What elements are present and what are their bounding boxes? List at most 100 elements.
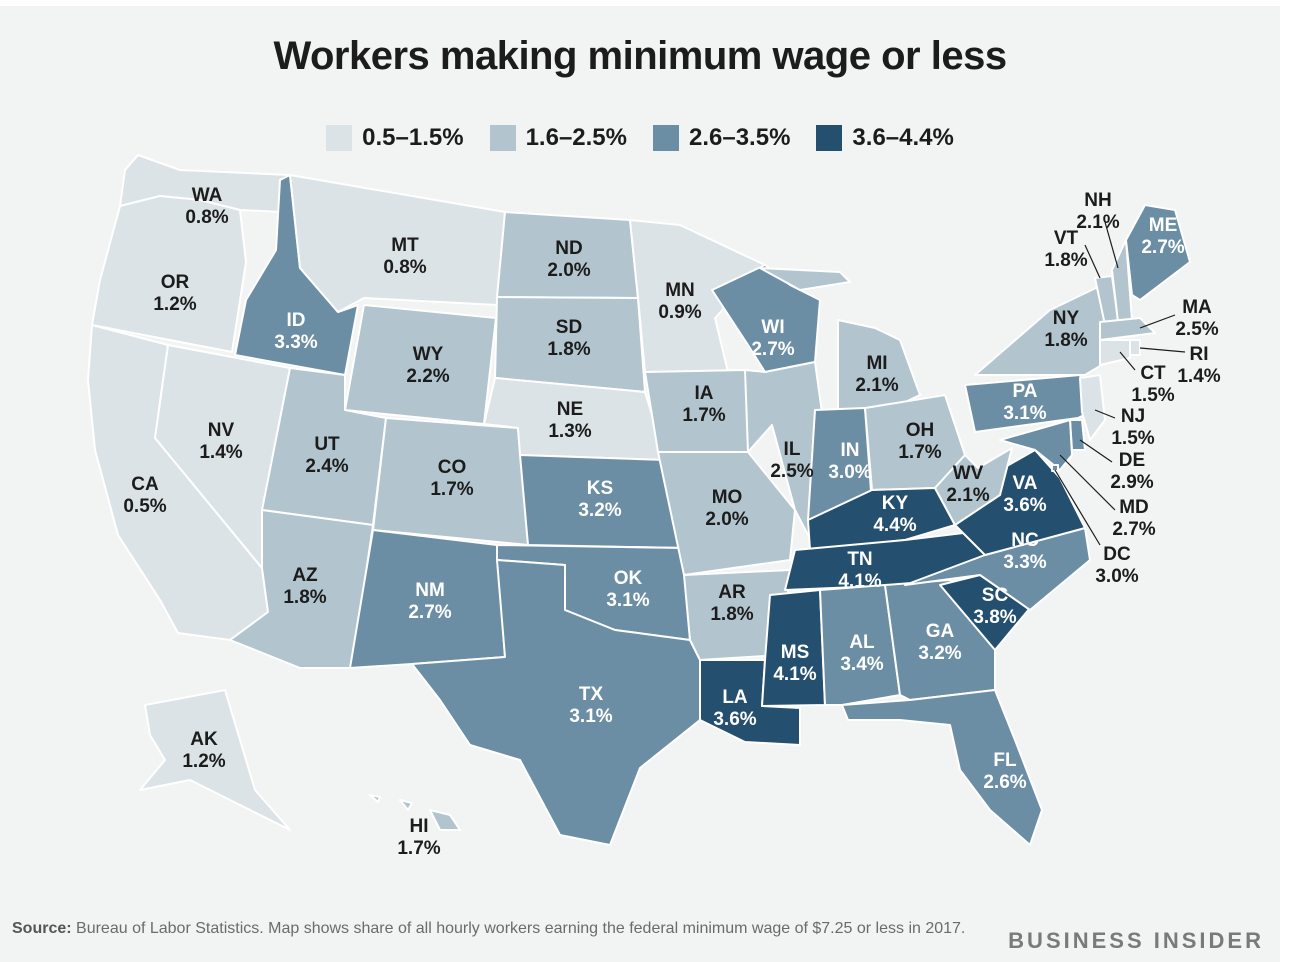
legend-item: 2.6–3.5%	[653, 124, 790, 152]
state-value-label: 2.1%	[1076, 212, 1119, 233]
state-value-label: 3.1%	[606, 590, 649, 611]
leader-line-vt	[1084, 244, 1101, 279]
state-value-label: 3.2%	[578, 500, 621, 521]
state-value-label: 3.0%	[1095, 566, 1138, 587]
state-mo	[657, 451, 796, 576]
leader-line-de	[1079, 439, 1113, 463]
state-abbr-label: PA	[1013, 381, 1038, 402]
state-value-label: 0.5%	[123, 496, 166, 517]
state-value-label: 2.2%	[406, 366, 449, 387]
leader-line-ct	[1119, 351, 1136, 371]
state-abbr-label: CT	[1140, 363, 1166, 384]
state-value-label: 1.5%	[1111, 428, 1154, 449]
state-ms	[761, 589, 826, 707]
state-abbr-label: ID	[287, 310, 306, 331]
state-abbr-label: OH	[906, 420, 935, 441]
state-nj	[1079, 374, 1106, 441]
state-value-label: 1.4%	[1177, 366, 1220, 387]
state-abbr-label: SD	[556, 317, 582, 338]
state-value-label: 2.5%	[770, 461, 813, 482]
state-value-label: 1.8%	[1044, 250, 1087, 271]
state-value-label: 3.6%	[713, 709, 756, 730]
state-labels: WA0.8%OR1.2%CA0.5%NV1.4%ID3.3%MT0.8%WY2.…	[123, 185, 1220, 859]
state-hi	[369, 794, 461, 831]
state-abbr-label: SC	[982, 585, 1009, 606]
state-value-label: 1.4%	[199, 442, 242, 463]
state-value-label: 1.3%	[548, 421, 591, 442]
legend-swatch	[489, 125, 516, 151]
state-value-label: 2.7%	[408, 602, 451, 623]
state-value-label: 2.9%	[1110, 472, 1153, 493]
leader-line-md	[1059, 454, 1116, 511]
state-abbr-label: LA	[722, 687, 748, 708]
state-abbr-label: KS	[587, 478, 613, 499]
state-abbr-label: NV	[208, 420, 235, 441]
leader-line-nh	[1104, 221, 1119, 269]
state-value-label: 2.7%	[1141, 237, 1184, 258]
state-value-label: 1.2%	[153, 294, 196, 315]
state-value-label: 2.0%	[547, 260, 590, 281]
state-abbr-label: GA	[926, 621, 955, 642]
legend: 0.5–1.5% 1.6–2.5% 2.6–3.5% 3.6–4.4%	[0, 124, 1280, 152]
state-abbr-label: MI	[866, 353, 887, 374]
leader-lines	[1054, 221, 1186, 546]
state-value-label: 3.1%	[569, 706, 612, 727]
state-ma	[1099, 317, 1156, 341]
state-value-label: 4.1%	[773, 664, 816, 685]
state-value-label: 3.2%	[918, 643, 961, 664]
state-value-label: 2.1%	[855, 375, 898, 396]
legend-label: 0.5–1.5%	[362, 124, 464, 151]
state-abbr-label: IL	[784, 439, 801, 460]
state-ny	[974, 285, 1111, 376]
state-abbr-label: NJ	[1121, 406, 1145, 427]
state-value-label: 2.0%	[705, 509, 748, 530]
state-value-label: 2.7%	[751, 339, 794, 360]
state-value-label: 2.1%	[946, 485, 989, 506]
state-value-label: 1.7%	[898, 442, 941, 463]
brand-logo: BUSINESS INSIDER	[1008, 928, 1264, 953]
state-value-label: 1.7%	[430, 479, 473, 500]
state-me	[1125, 204, 1191, 301]
source-note: Source: Bureau of Labor Statistics. Map …	[12, 918, 992, 939]
state-value-label: 4.1%	[838, 571, 881, 592]
state-value-label: 1.2%	[182, 751, 225, 772]
source-label: Source:	[12, 920, 72, 937]
legend-label: 1.6–2.5%	[525, 124, 627, 151]
state-value-label: 3.8%	[973, 607, 1016, 628]
state-value-label: 3.3%	[1003, 552, 1046, 573]
legend-label: 3.6–4.4%	[852, 124, 954, 151]
state-value-label: 1.7%	[397, 838, 440, 859]
legend-swatch	[326, 125, 353, 151]
state-mn	[629, 219, 766, 373]
state-abbr-label: CO	[438, 457, 467, 478]
state-abbr-label: MA	[1182, 297, 1212, 318]
state-abbr-label: AZ	[292, 565, 318, 586]
state-value-label: 1.5%	[1131, 385, 1174, 406]
legend-item: 0.5–1.5%	[326, 124, 464, 152]
state-abbr-label: TX	[579, 684, 604, 705]
state-value-label: 0.9%	[658, 302, 701, 323]
state-abbr-label: NE	[557, 399, 583, 420]
state-value-label: 3.6%	[1003, 495, 1046, 516]
state-value-label: 2.4%	[305, 456, 348, 477]
state-il	[744, 361, 831, 536]
state-value-label: 4.4%	[873, 515, 916, 536]
state-abbr-label: DE	[1119, 450, 1145, 471]
state-value-label: 0.8%	[185, 207, 228, 228]
state-abbr-label: OK	[614, 568, 643, 589]
state-abbr-label: FL	[993, 750, 1017, 771]
state-abbr-label: DC	[1103, 544, 1131, 565]
state-ri	[1129, 339, 1141, 356]
state-abbr-label: WA	[192, 185, 223, 206]
legend-swatch	[816, 125, 843, 151]
state-ak	[139, 689, 291, 831]
state-abbr-label: VA	[1013, 473, 1038, 494]
state-abbr-label: MD	[1119, 497, 1149, 518]
state-abbr-label: AR	[718, 582, 746, 603]
state-fl	[841, 689, 1043, 846]
state-value-label: 3.0%	[828, 462, 871, 483]
state-dc	[1051, 464, 1059, 472]
leader-line-ma	[1139, 314, 1176, 329]
state-wv	[934, 447, 1013, 526]
